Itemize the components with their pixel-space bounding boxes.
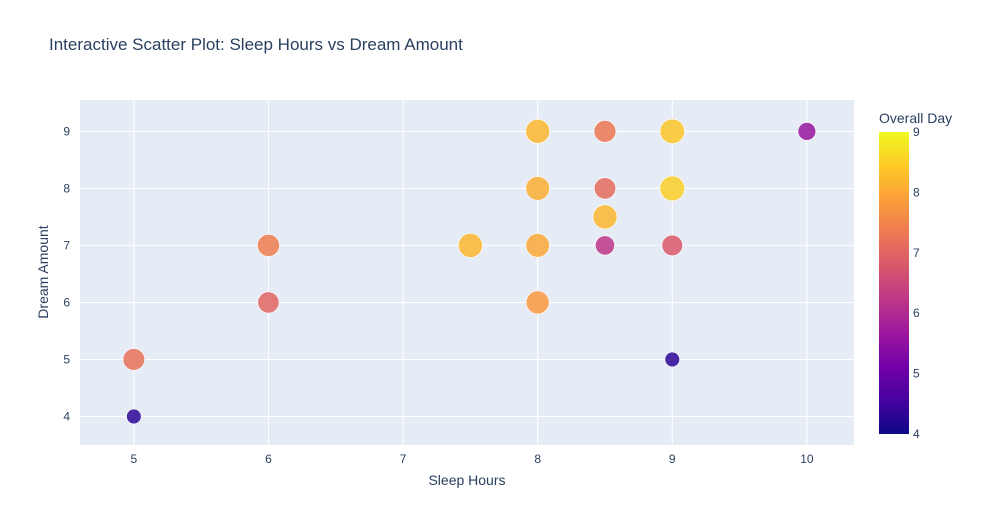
x-tick-label: 10 [800,452,814,466]
x-axis-label: Sleep Hours [428,472,505,488]
data-point[interactable] [525,176,550,201]
data-point[interactable] [797,122,817,141]
data-points [122,118,817,425]
data-point[interactable] [664,351,680,368]
colorbar-tick-label: 5 [913,367,920,381]
x-tick-labels: 5 6 7 8 9 10 [130,452,813,466]
data-point[interactable] [659,175,685,202]
chart-title: Interactive Scatter Plot: Sleep Hours vs… [49,35,463,54]
y-tick-label: 6 [63,295,70,309]
colorbar-title: Overall Day [879,110,952,126]
plot-area [80,100,854,445]
data-point[interactable] [593,120,617,143]
data-point[interactable] [458,233,483,258]
colorbar-tick-label: 9 [913,125,920,139]
data-point[interactable] [525,290,550,315]
x-tick-label: 6 [265,452,272,466]
data-point[interactable] [661,234,683,257]
data-point[interactable] [126,408,142,425]
x-tick-label: 7 [400,452,407,466]
grid-lines [80,100,854,445]
y-tick-label: 7 [63,238,70,252]
x-tick-label: 5 [130,452,137,466]
colorbar-tick-label: 6 [913,306,920,320]
data-point[interactable] [595,235,615,256]
data-point[interactable] [525,233,550,258]
x-tick-label: 8 [534,452,541,466]
x-tick-label: 9 [669,452,676,466]
data-point[interactable] [525,119,551,144]
y-tick-label: 5 [63,352,70,366]
data-point[interactable] [122,348,145,371]
data-point[interactable] [257,234,280,257]
data-point[interactable] [592,204,618,230]
colorbar-tick-label: 4 [913,427,920,441]
data-point[interactable] [659,118,685,144]
colorbar-tick-label: 8 [913,185,920,199]
data-point[interactable] [593,177,616,200]
data-point[interactable] [257,291,280,314]
y-tick-label: 4 [63,409,70,423]
colorbar [879,132,909,434]
y-tick-label: 8 [63,181,70,195]
y-tick-label: 9 [63,124,70,138]
colorbar-tick-label: 7 [913,246,920,260]
y-axis-label: Dream Amount [35,225,51,318]
y-tick-labels: 4 5 6 7 8 9 [63,124,70,423]
colorbar-tick-labels: 4 5 6 7 8 9 [913,125,920,441]
